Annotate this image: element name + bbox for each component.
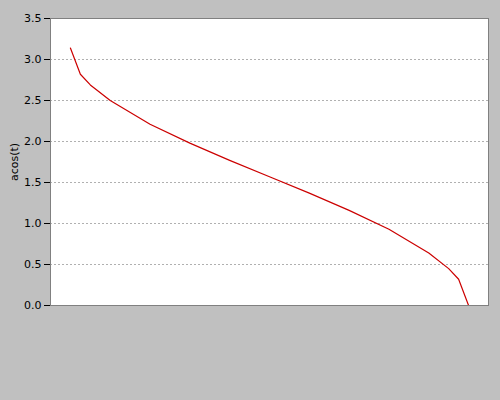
svg-text:acos(t): acos(t) (8, 143, 21, 181)
svg-text:0.5: 0.5 (24, 258, 42, 271)
svg-text:0.0: 0.0 (24, 299, 42, 312)
svg-text:3.5: 3.5 (24, 12, 42, 25)
svg-text:2.5: 2.5 (24, 94, 42, 107)
svg-text:1.5: 1.5 (24, 176, 42, 189)
svg-text:1.0: 1.0 (24, 217, 42, 230)
svg-text:3.0: 3.0 (24, 53, 42, 66)
svg-text:2.0: 2.0 (24, 135, 42, 148)
